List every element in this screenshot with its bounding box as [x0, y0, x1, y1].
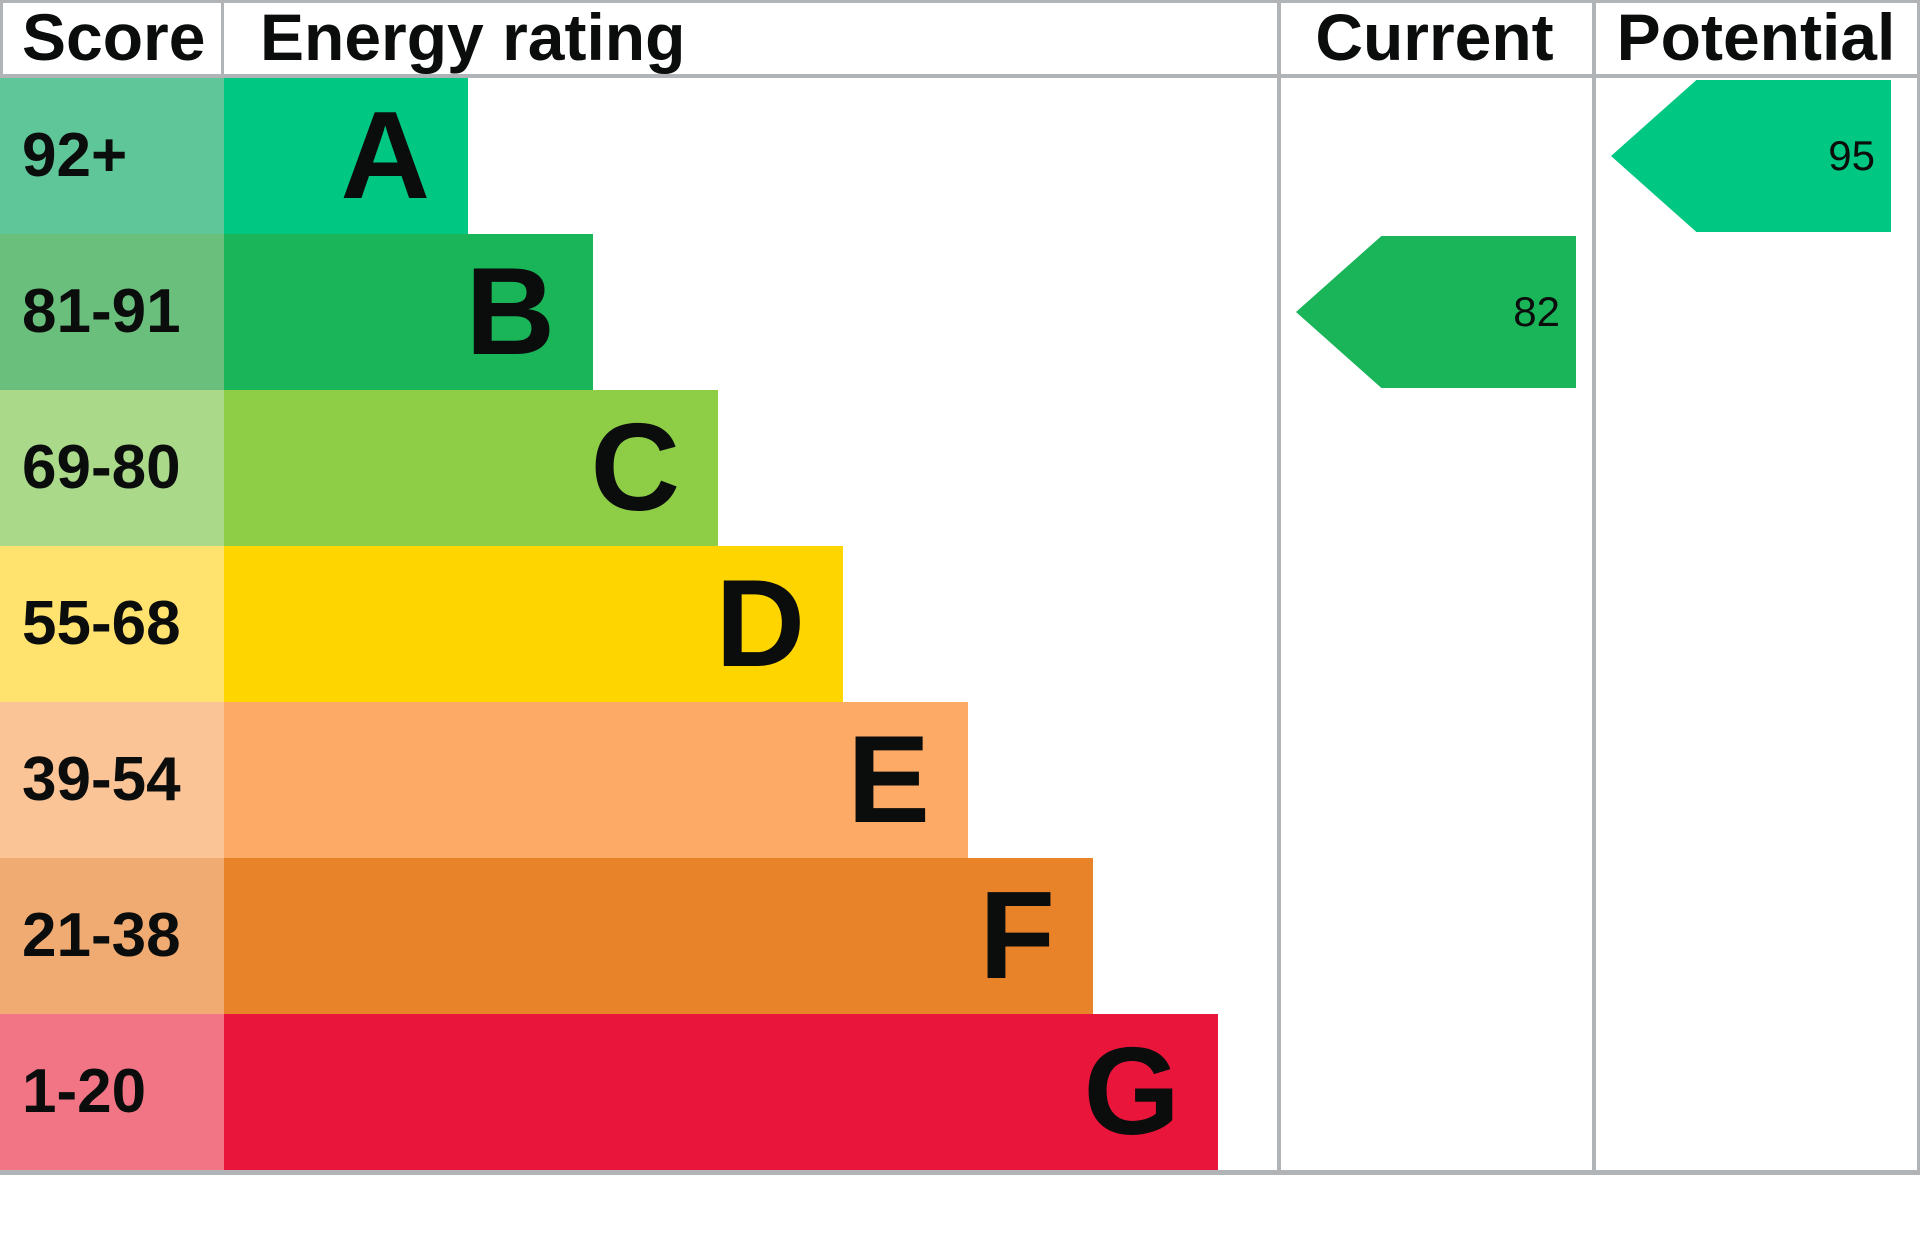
- table-border-top: [0, 0, 1920, 3]
- score-range-b: 81-91: [0, 234, 224, 390]
- rating-bar-e: E: [224, 702, 968, 858]
- band-row-a: 92+ A: [0, 78, 1920, 234]
- rating-bar-c: C: [224, 390, 718, 546]
- rating-letter-d: D: [715, 555, 805, 693]
- band-row-f: 21-38 F: [0, 858, 1920, 1014]
- score-range-c: 69-80: [0, 390, 224, 546]
- rating-bar-g: G: [224, 1014, 1218, 1170]
- band-row-b: 81-91 B: [0, 234, 1920, 390]
- rating-letter-g: G: [1083, 1023, 1180, 1161]
- score-column-divider: [221, 0, 224, 74]
- band-row-c: 69-80 C: [0, 390, 1920, 546]
- band-row-d: 55-68 D: [0, 546, 1920, 702]
- header-potential: Potential: [1616, 0, 1896, 74]
- score-range-g: 1-20: [0, 1014, 224, 1170]
- band-row-e: 39-54 E: [0, 702, 1920, 858]
- potential-rating-value: 95: [1828, 132, 1875, 179]
- rating-letter-b: B: [465, 243, 555, 381]
- current-column-divider: [1277, 0, 1281, 1175]
- table-border-left: [0, 0, 3, 78]
- table-border-right: [1917, 0, 1920, 1175]
- rating-bar-f: F: [224, 858, 1093, 1014]
- score-range-e: 39-54: [0, 702, 224, 858]
- potential-column-divider: [1592, 0, 1596, 1175]
- rating-letter-e: E: [847, 711, 930, 849]
- rating-bar-a: A: [224, 78, 468, 234]
- header-current: Current: [1315, 0, 1554, 74]
- band-row-g: 1-20 G: [0, 1014, 1920, 1170]
- rating-letter-f: F: [979, 867, 1055, 1005]
- score-range-f: 21-38: [0, 858, 224, 1014]
- header-score: Score: [22, 0, 206, 74]
- score-range-d: 55-68: [0, 546, 224, 702]
- rating-bar-d: D: [224, 546, 843, 702]
- rating-bar-b: B: [224, 234, 593, 390]
- header-divider-line: [0, 74, 1920, 78]
- score-range-a: 92+: [0, 78, 224, 234]
- current-rating-value: 82: [1513, 288, 1560, 335]
- rating-letter-c: C: [590, 399, 680, 537]
- table-border-bottom: [0, 1170, 1920, 1175]
- rating-letter-a: A: [340, 87, 430, 225]
- header-energy-rating: Energy rating: [260, 0, 686, 74]
